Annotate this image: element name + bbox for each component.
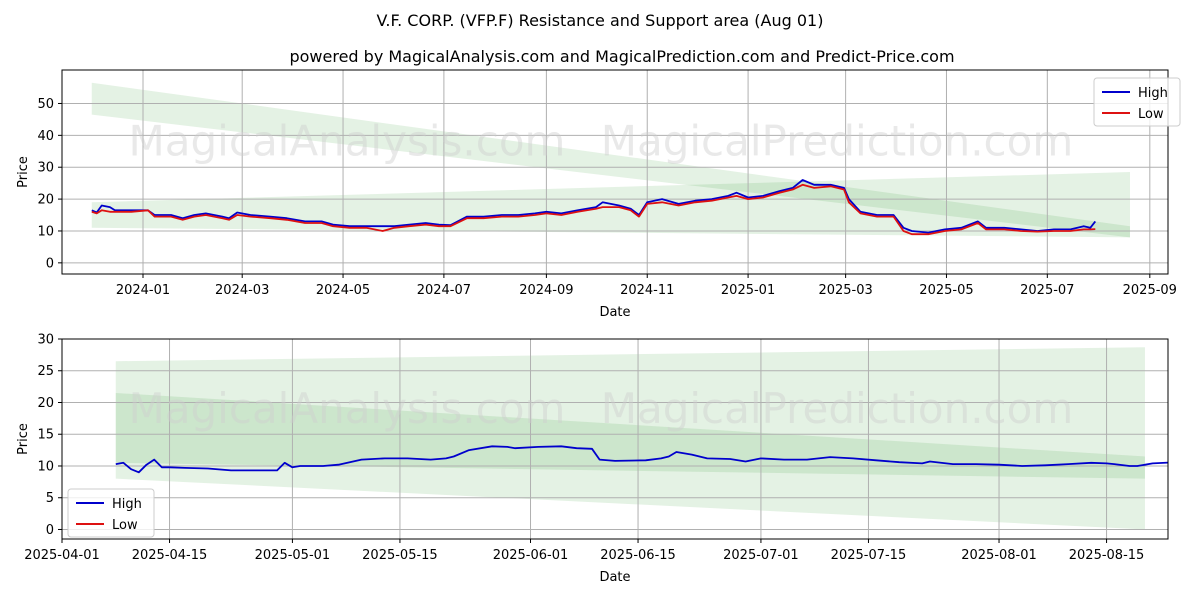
x-axis-label: Date (599, 305, 630, 320)
x-tick-label: 2025-05-15 (362, 548, 438, 563)
y-tick-label: 15 (37, 428, 54, 443)
watermark-text: MagicalPrediction.com (601, 117, 1074, 166)
x-tick-label: 2025-07-01 (723, 548, 799, 563)
y-axis-label: Price (16, 423, 31, 455)
y-tick-label: 25 (37, 364, 54, 379)
x-axis-label: Date (599, 570, 630, 585)
bottom-chart-panel: 0 5 10 15 20 25 30 2025-04-01 2025-04-15 2025-05-… (16, 333, 1169, 585)
x-tick-label: 2025-06-01 (493, 548, 569, 563)
plot-frame (61, 69, 1169, 275)
series-line-low (91, 183, 1096, 236)
series-line-high (115, 445, 1168, 474)
y-tick-label: 0 (46, 256, 54, 271)
top-chart-panel: 0 10 20 30 40 50 2024-01 2024-03 2024-05 2024-07 2… (16, 69, 1181, 320)
legend: High Low (1093, 77, 1181, 127)
x-tick-label: 2025-07 (1020, 283, 1074, 298)
resistance-support-band (115, 392, 1145, 479)
y-tick-label: 20 (37, 193, 54, 208)
resistance-support-band (115, 347, 1145, 530)
chart-subtitle: powered by MagicalAnalysis.com and Magic… (289, 47, 954, 66)
x-tick-label: 2025-01 (721, 283, 775, 298)
series-line-high (91, 179, 1097, 234)
x-tick-label: 2024-01 (116, 283, 170, 298)
y-tick-label: 30 (37, 333, 54, 348)
y-tick-label: 10 (37, 459, 54, 474)
x-tick-label: 2025-05-01 (255, 548, 331, 563)
legend-label-low: Low (1138, 107, 1164, 122)
watermark-text: MagicalPrediction.com (601, 384, 1074, 433)
legend-label-high: High (112, 497, 142, 512)
x-tick-label: 2025-09 (1123, 283, 1177, 298)
y-tick-label: 20 (37, 396, 54, 411)
y-tick-label: 30 (37, 161, 54, 176)
legend-label-high: High (1138, 86, 1168, 101)
x-tick-label: 2024-03 (215, 283, 269, 298)
legend-label-low: Low (112, 518, 138, 533)
x-tick-label: 2024-07 (417, 283, 471, 298)
x-tick-label: 2024-09 (519, 283, 573, 298)
x-tick-label: 2025-06-15 (600, 548, 676, 563)
x-tick-label: 2025-05 (919, 283, 973, 298)
watermark-text: MagicalAnalysis.com (129, 117, 566, 166)
watermark-text: MagicalAnalysis.com (129, 384, 566, 433)
y-axis-label: Price (16, 156, 31, 188)
x-tick-label: 2024-11 (620, 283, 674, 298)
plot-frame (61, 338, 1169, 540)
x-tick-label: 2025-04-01 (24, 548, 100, 563)
x-tick-label: 2025-08-15 (1069, 548, 1145, 563)
x-tick-label: 2024-05 (316, 283, 370, 298)
y-tick-label: 50 (37, 97, 54, 112)
y-tick-label: 40 (37, 129, 54, 144)
x-tick-label: 2025-03 (818, 283, 872, 298)
x-tick-label: 2025-04-15 (132, 548, 208, 563)
chart-title: V.F. CORP. (VFP.F) Resistance and Suppor… (377, 11, 824, 30)
y-tick-label: 10 (37, 224, 54, 239)
y-tick-label: 5 (46, 491, 54, 506)
x-tick-label: 2025-07-15 (831, 548, 907, 563)
y-tick-label: 0 (46, 523, 54, 538)
legend: High Low (67, 488, 155, 538)
x-tick-label: 2025-08-01 (961, 548, 1037, 563)
